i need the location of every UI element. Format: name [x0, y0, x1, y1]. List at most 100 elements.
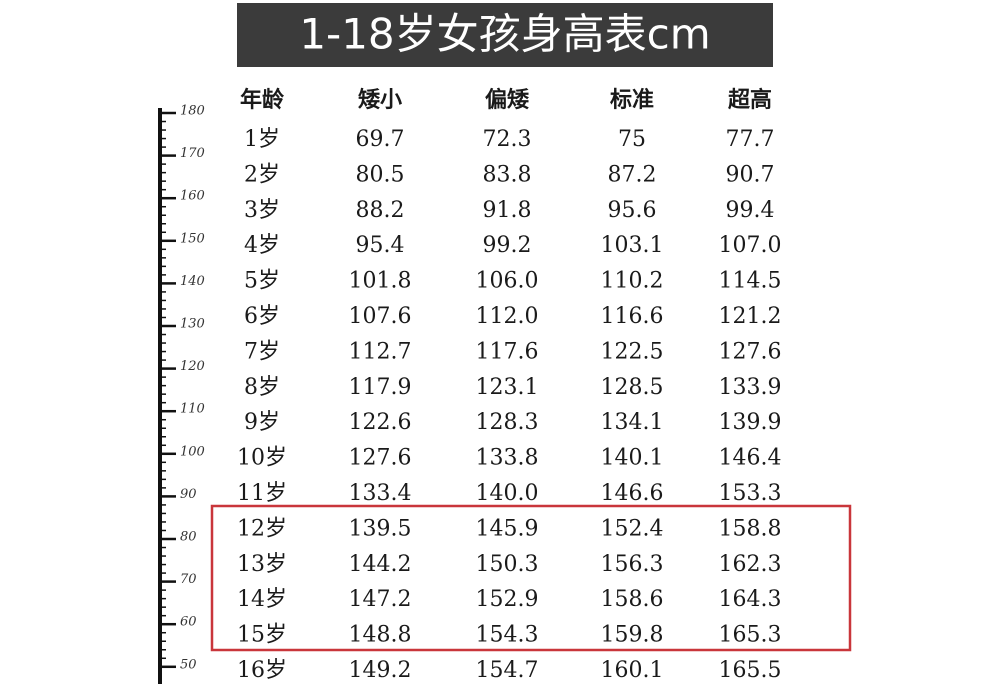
value-cell: 158.6: [601, 587, 664, 612]
header-cell: 偏矮: [485, 87, 530, 113]
value-cell: 123.1: [476, 375, 539, 400]
value-cell: 162.3: [719, 552, 782, 577]
value-cell: 152.9: [476, 587, 539, 612]
value-cell: 77.7: [726, 127, 775, 152]
value-cell: 140.0: [476, 481, 539, 506]
value-cell: 133.9: [719, 375, 782, 400]
value-cell: 156.3: [601, 552, 664, 577]
age-cell: 4岁: [244, 233, 280, 258]
value-cell: 139.5: [349, 516, 412, 541]
value-cell: 134.1: [601, 410, 664, 435]
value-cell: 88.2: [356, 198, 405, 223]
value-cell: 128.3: [476, 410, 539, 435]
value-cell: 164.3: [719, 587, 782, 612]
value-cell: 107.0: [719, 233, 782, 258]
value-cell: 91.8: [483, 198, 532, 223]
value-cell: 165.5: [719, 658, 782, 683]
ruler-label: 180: [180, 104, 205, 119]
value-cell: 121.2: [719, 304, 782, 329]
age-cell: 8岁: [244, 375, 280, 400]
value-cell: 149.2: [349, 658, 412, 683]
value-cell: 147.2: [349, 587, 412, 612]
value-cell: 80.5: [356, 162, 405, 187]
value-cell: 99.4: [726, 198, 775, 223]
value-cell: 159.8: [601, 623, 664, 648]
ruler-label: 70: [180, 572, 197, 587]
title-box: [237, 3, 773, 67]
age-cell: 14岁: [237, 587, 287, 612]
ruler-label: 150: [180, 231, 205, 246]
ruler-label: 60: [180, 615, 197, 630]
age-cell: 7岁: [244, 339, 280, 364]
ruler-label: 100: [180, 444, 205, 459]
ruler-label: 170: [180, 146, 205, 161]
value-cell: 144.2: [349, 552, 412, 577]
ruler-label: 120: [180, 359, 205, 374]
value-cell: 165.3: [719, 623, 782, 648]
value-cell: 152.4: [601, 516, 664, 541]
value-cell: 106.0: [476, 269, 539, 294]
value-cell: 128.5: [601, 375, 664, 400]
ruler-label: 140: [180, 274, 205, 289]
value-cell: 154.7: [476, 658, 539, 683]
value-cell: 83.8: [483, 162, 532, 187]
age-cell: 12岁: [237, 516, 287, 541]
age-cell: 9岁: [244, 410, 280, 435]
age-cell: 15岁: [237, 623, 287, 648]
age-cell: 13岁: [237, 552, 287, 577]
highlight-box: [210, 504, 852, 652]
header-cell: 矮小: [358, 87, 402, 113]
value-cell: 133.8: [476, 446, 539, 471]
ruler-label: 110: [180, 402, 205, 417]
value-cell: 101.8: [349, 269, 412, 294]
value-cell: 116.6: [601, 304, 664, 329]
value-cell: 146.4: [719, 446, 782, 471]
ruler-label: 130: [180, 317, 205, 332]
value-cell: 127.6: [719, 339, 782, 364]
age-cell: 10岁: [237, 446, 287, 471]
value-cell: 127.6: [349, 446, 412, 471]
age-cell: 16岁: [237, 658, 287, 683]
age-cell: 1岁: [244, 127, 280, 152]
value-cell: 95.6: [608, 198, 657, 223]
value-cell: 148.8: [349, 623, 412, 648]
value-cell: 158.8: [719, 516, 782, 541]
age-cell: 5岁: [244, 269, 280, 294]
ruler-label: 90: [180, 487, 197, 502]
value-cell: 146.6: [601, 481, 664, 506]
value-cell: 112.7: [349, 339, 412, 364]
value-cell: 87.2: [608, 162, 657, 187]
header-cell: 年龄: [240, 87, 285, 113]
value-cell: 75: [618, 127, 646, 152]
value-cell: 139.9: [719, 410, 782, 435]
value-cell: 117.6: [476, 339, 539, 364]
value-cell: 90.7: [726, 162, 775, 187]
age-cell: 3岁: [244, 198, 280, 223]
value-cell: 117.9: [349, 375, 412, 400]
value-cell: 150.3: [476, 552, 539, 577]
header-cell: 标准: [610, 87, 654, 113]
value-cell: 112.0: [476, 304, 539, 329]
value-cell: 153.3: [719, 481, 782, 506]
age-cell: 11岁: [237, 481, 287, 506]
value-cell: 95.4: [356, 233, 405, 258]
value-cell: 103.1: [601, 233, 664, 258]
value-cell: 145.9: [476, 516, 539, 541]
title: 1-18岁女孩身高表cm: [299, 10, 710, 59]
value-cell: 69.7: [356, 127, 405, 152]
value-cell: 160.1: [601, 658, 664, 683]
age-cell: 6岁: [244, 304, 280, 329]
value-cell: 72.3: [483, 127, 532, 152]
age-cell: 2岁: [244, 162, 280, 187]
value-cell: 114.5: [719, 269, 782, 294]
value-cell: 107.6: [349, 304, 412, 329]
ruler-label: 160: [180, 189, 205, 204]
value-cell: 122.6: [349, 410, 412, 435]
value-cell: 110.2: [601, 269, 664, 294]
ruler-label: 50: [180, 657, 197, 672]
value-cell: 122.5: [601, 339, 664, 364]
value-cell: 99.2: [483, 233, 532, 258]
value-cell: 140.1: [601, 446, 664, 471]
ruler-label: 80: [180, 530, 197, 545]
